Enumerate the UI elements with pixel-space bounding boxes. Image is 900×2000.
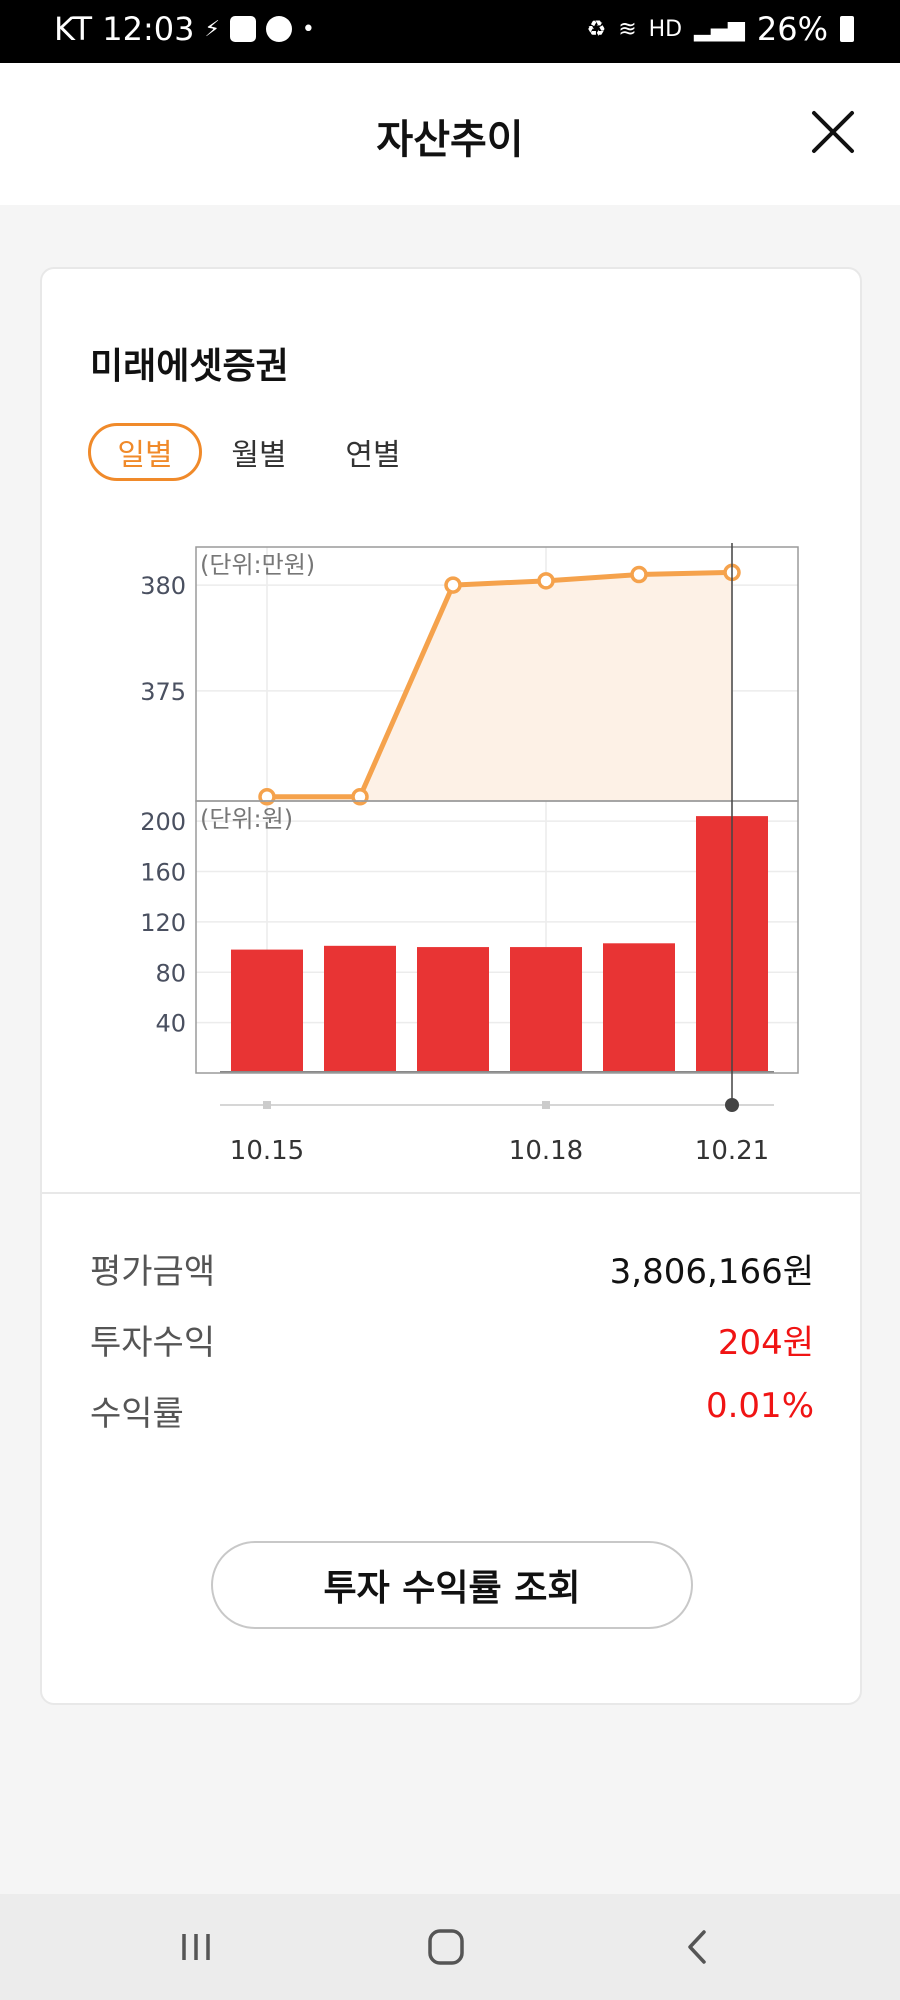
x-tick-label: 10.15 bbox=[230, 1136, 304, 1166]
brokerage-name: 미래에셋증권 bbox=[90, 346, 289, 387]
area-point[interactable] bbox=[444, 576, 462, 594]
area-line bbox=[267, 569, 733, 800]
battery-icon bbox=[840, 16, 854, 42]
status-right: ♻ ≋ HD ▂▄▆ 26% bbox=[586, 10, 854, 48]
status-bar: KT 12:03 ⚡ • ♻ ≋ HD ▂▄▆ 26% bbox=[0, 0, 900, 63]
summary-row-return-rate: 수익률 0.01% bbox=[90, 1386, 814, 1435]
volte-icon: ⚡ bbox=[204, 16, 220, 42]
area-unit-label: (단위:만원) bbox=[200, 551, 315, 579]
y-tick-label: 160 bbox=[140, 859, 186, 887]
y-tick-label: 120 bbox=[140, 909, 186, 937]
mall-icon bbox=[229, 16, 256, 42]
period-tabs: 일별 월별 연별 bbox=[88, 423, 430, 481]
tab-yearly[interactable]: 연별 bbox=[345, 438, 401, 473]
area-point[interactable] bbox=[630, 565, 648, 584]
asset-chart[interactable]: 375 380 40 80 120 160 200 (단위:만원) (단위:원) 10.15 10.… bbox=[42, 519, 864, 1169]
battery-saver-icon: ♻ bbox=[586, 16, 607, 42]
y-tick-label: 200 bbox=[140, 808, 186, 836]
header: 자산추이 bbox=[0, 63, 900, 205]
profit-label: 투자수익 bbox=[90, 1323, 216, 1363]
profit-value: 204원 bbox=[717, 1323, 814, 1363]
y-tick-label: 380 bbox=[140, 572, 186, 600]
selected-marker[interactable] bbox=[725, 1098, 739, 1112]
hd-icon: HD bbox=[648, 16, 683, 42]
divider bbox=[42, 1192, 860, 1194]
dot-icon: • bbox=[301, 16, 315, 42]
valuation-value: 3,806,166원 bbox=[609, 1252, 814, 1292]
signal-icon: ▂▄▆ bbox=[694, 16, 745, 42]
talk-icon bbox=[265, 16, 292, 42]
valuation-label: 평가금액 bbox=[90, 1252, 216, 1292]
return-rate-label: 수익률 bbox=[90, 1394, 184, 1434]
recent-apps-icon[interactable] bbox=[166, 1922, 226, 1972]
y-tick-label: 80 bbox=[155, 959, 186, 987]
system-navbar bbox=[0, 1894, 900, 2000]
x-tick-label: 10.21 bbox=[695, 1136, 769, 1166]
summary-row-profit: 투자수익 204원 bbox=[90, 1315, 814, 1364]
battery-percent: 26% bbox=[756, 10, 828, 48]
query-return-button[interactable]: 투자 수익률 조회 bbox=[211, 1541, 693, 1629]
x-tick-marker bbox=[542, 1101, 550, 1109]
bar[interactable] bbox=[603, 943, 675, 1073]
page-title: 자산추이 bbox=[376, 117, 524, 163]
x-tick-label: 10.18 bbox=[509, 1136, 583, 1166]
carrier-time: KT 12:03 bbox=[54, 10, 195, 48]
wifi-icon: ≋ bbox=[618, 16, 637, 42]
bar-unit-label: (단위:원) bbox=[200, 805, 293, 833]
tab-monthly[interactable]: 월별 bbox=[231, 438, 287, 473]
y-tick-label: 40 bbox=[155, 1010, 186, 1038]
bar[interactable] bbox=[231, 949, 303, 1073]
back-icon[interactable] bbox=[668, 1922, 728, 1972]
x-tick-marker bbox=[263, 1101, 271, 1109]
asset-card: 미래에셋증권 일별 월별 연별 375 380 40 80 120 160 200 (단위:만… bbox=[40, 267, 862, 1705]
status-left: KT 12:03 ⚡ • bbox=[54, 10, 315, 48]
close-icon[interactable] bbox=[808, 107, 858, 157]
return-rate-value: 0.01% bbox=[705, 1386, 814, 1426]
summary-row-valuation: 평가금액 3,806,166원 bbox=[90, 1244, 814, 1293]
area-point[interactable] bbox=[537, 572, 555, 590]
home-icon[interactable] bbox=[416, 1922, 476, 1972]
bar[interactable] bbox=[417, 947, 489, 1073]
bar-panel-frame bbox=[195, 800, 799, 1074]
y-tick-label: 375 bbox=[140, 678, 186, 706]
tab-daily[interactable]: 일별 bbox=[88, 423, 202, 481]
area-fill bbox=[267, 572, 732, 801]
bar[interactable] bbox=[510, 947, 582, 1073]
bar[interactable] bbox=[324, 945, 396, 1073]
